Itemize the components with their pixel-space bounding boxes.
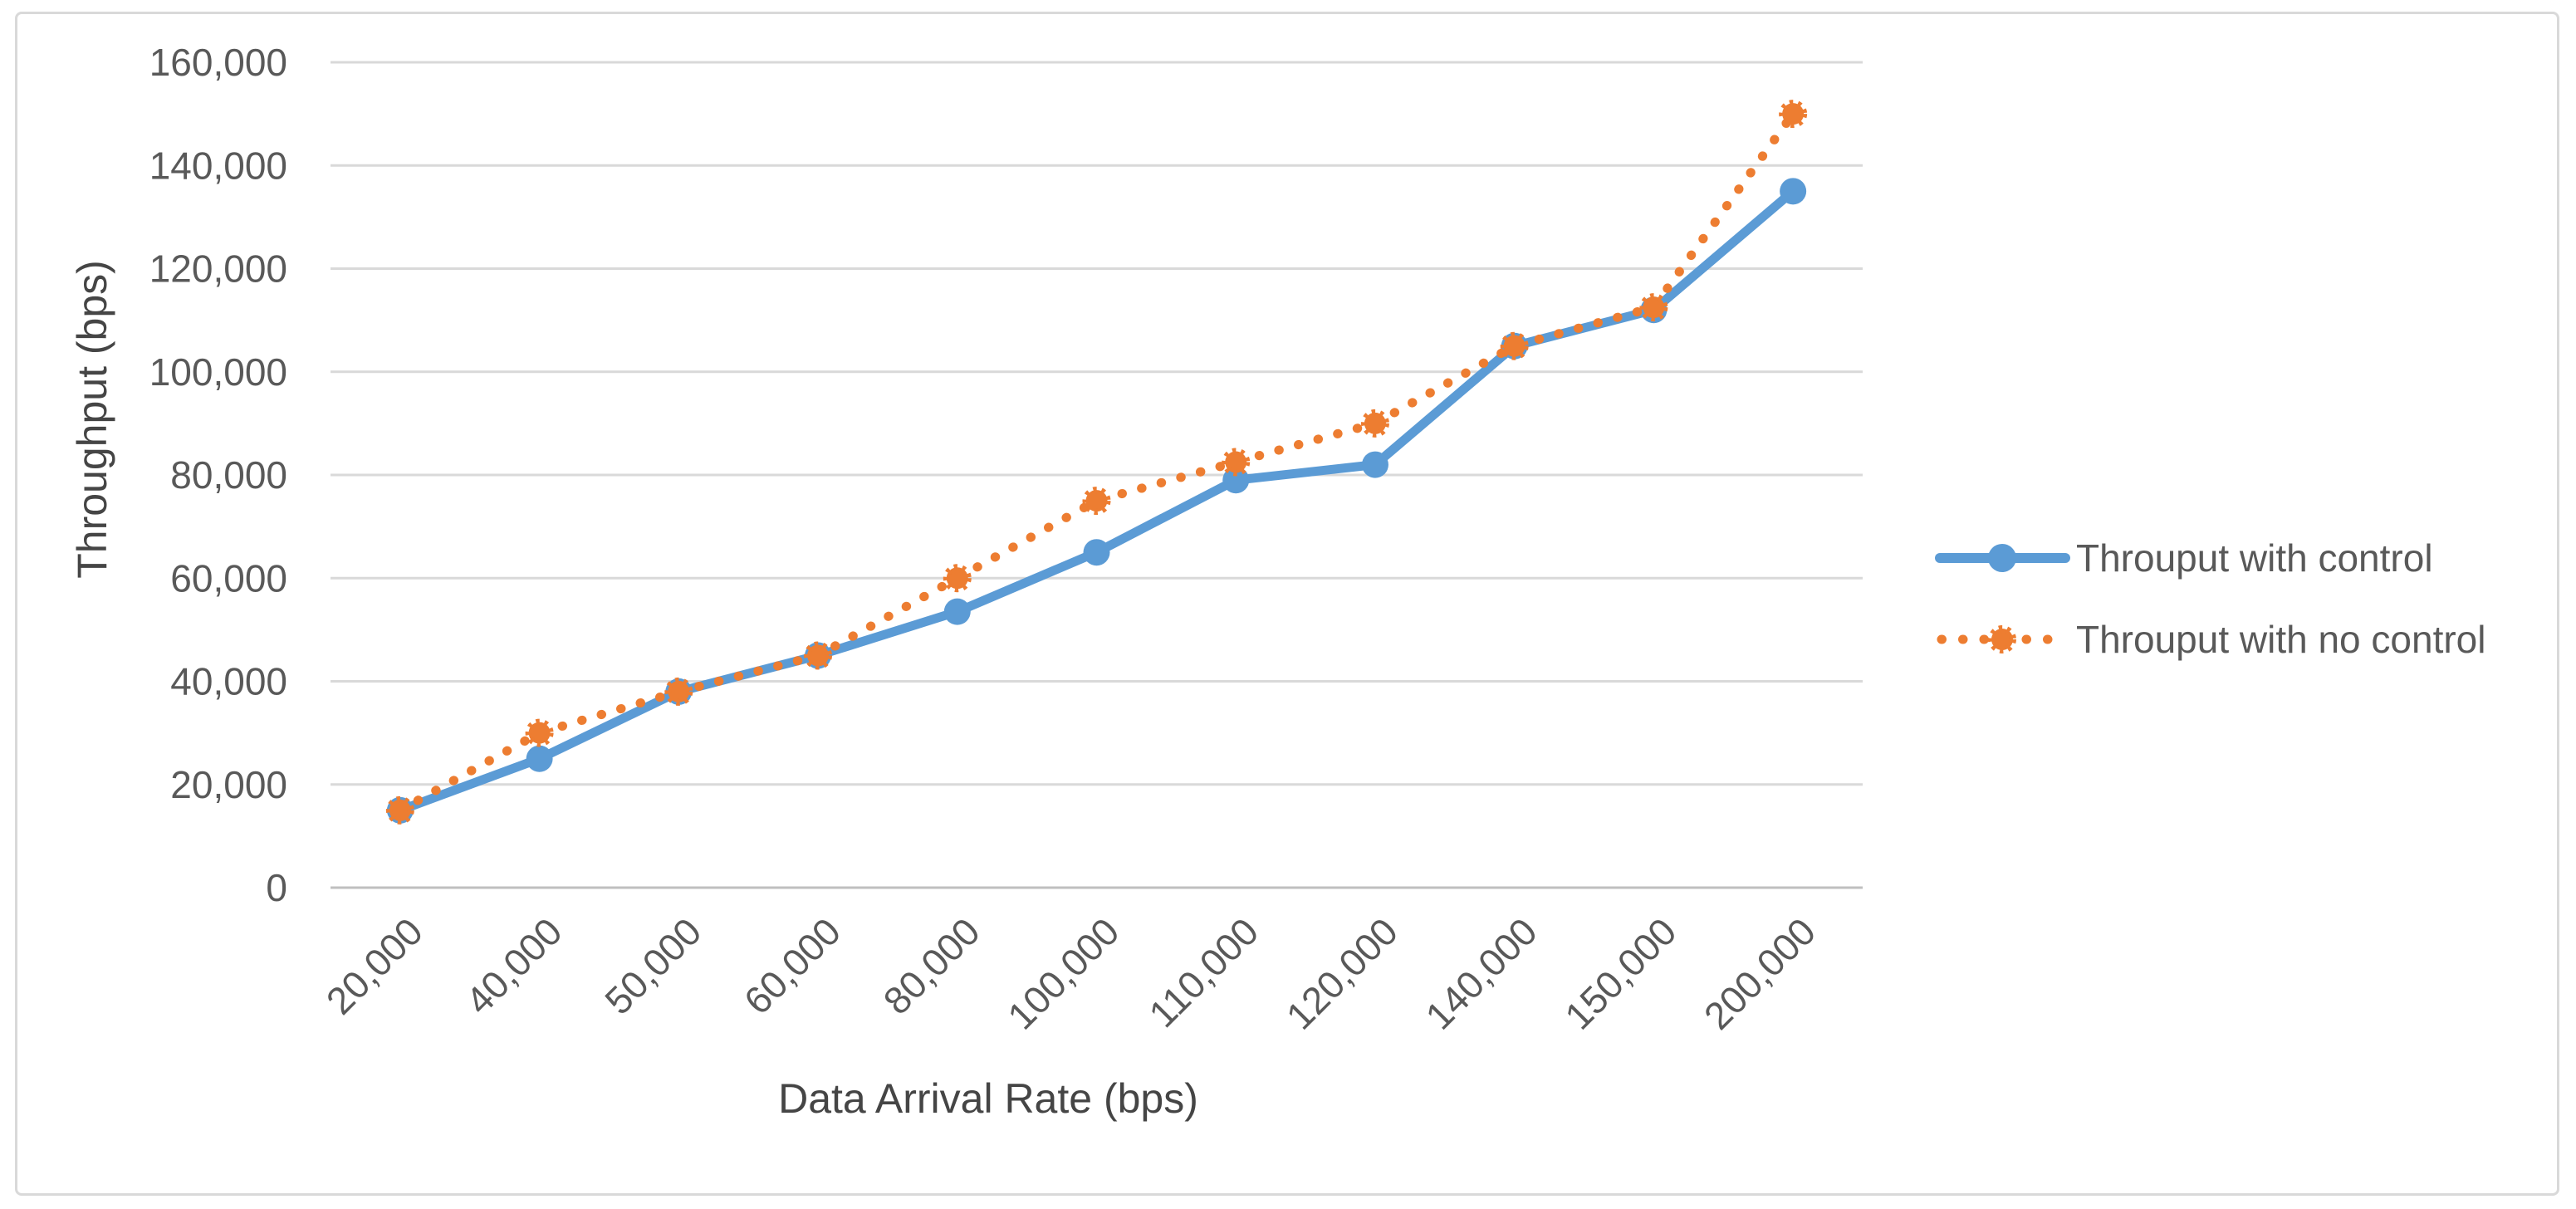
legend: Throuput with control Throuput with no c… [1935, 536, 2486, 661]
y-tick-label: 80,000 [170, 453, 287, 497]
x-tick-label: 200,000 [1696, 909, 1824, 1037]
chart-border-frame [15, 12, 2559, 1196]
data-point-no-control [1500, 331, 1529, 360]
data-point-no-control [1082, 487, 1111, 516]
y-tick-label: 120,000 [149, 247, 287, 291]
x-axis-tick-labels: 20,000 40,000 50,000 60,000 80,000 100,000 110… [318, 909, 1824, 1037]
y-tick-label: 160,000 [149, 41, 287, 84]
data-point-no-control [664, 677, 693, 706]
data-point-no-control [943, 564, 972, 593]
data-point-no-control [1360, 409, 1389, 438]
y-tick-label: 140,000 [149, 144, 287, 187]
x-tick-label: 40,000 [457, 909, 570, 1022]
legend-label-no-control: Throuput with no control [2076, 618, 2486, 661]
x-axis-title: Data Arrival Rate (bps) [778, 1075, 1198, 1122]
x-tick-label: 60,000 [736, 909, 849, 1022]
y-axis-tick-labels: 0 20,000 40,000 60,000 80,000 100,000 120,000 1… [149, 41, 287, 909]
x-tick-label: 140,000 [1417, 909, 1545, 1037]
x-tick-label: 20,000 [318, 909, 431, 1022]
y-tick-label: 100,000 [149, 350, 287, 394]
y-tick-label: 0 [266, 866, 287, 909]
legend-item-with-control: Throuput with control [1935, 536, 2433, 580]
data-point-no-control [1222, 448, 1251, 477]
data-point-with-control [1083, 539, 1110, 566]
data-point-with-control [526, 745, 553, 772]
data-point-with-control [1361, 451, 1388, 478]
data-point-no-control [1779, 100, 1808, 129]
data-point-no-control [804, 641, 833, 670]
data-point-no-control [525, 718, 554, 747]
x-tick-label: 50,000 [596, 909, 709, 1022]
y-tick-label: 60,000 [170, 556, 287, 600]
series-line-no-control [395, 109, 1798, 815]
data-point-no-control [385, 795, 414, 825]
legend-item-no-control: Throuput with no control [1937, 618, 2486, 661]
x-tick-label: 110,000 [1140, 909, 1266, 1035]
legend-label-with-control: Throuput with control [2076, 536, 2433, 580]
x-tick-label: 80,000 [875, 909, 988, 1022]
x-tick-label: 100,000 [999, 909, 1127, 1037]
legend-marker-scalloped [1988, 625, 2016, 653]
y-tick-label: 40,000 [170, 660, 287, 703]
y-tick-label: 20,000 [170, 763, 287, 806]
x-tick-label: 150,000 [1556, 909, 1684, 1037]
data-point-no-control [1639, 293, 1668, 322]
data-point-with-control [1780, 178, 1807, 205]
series-layer [385, 100, 1808, 825]
data-point-with-control [943, 598, 971, 625]
x-tick-label: 120,000 [1278, 909, 1406, 1037]
legend-marker-circle [1988, 544, 2016, 572]
y-axis-title: Throughput (bps) [69, 260, 115, 579]
gridlines [331, 61, 1863, 889]
